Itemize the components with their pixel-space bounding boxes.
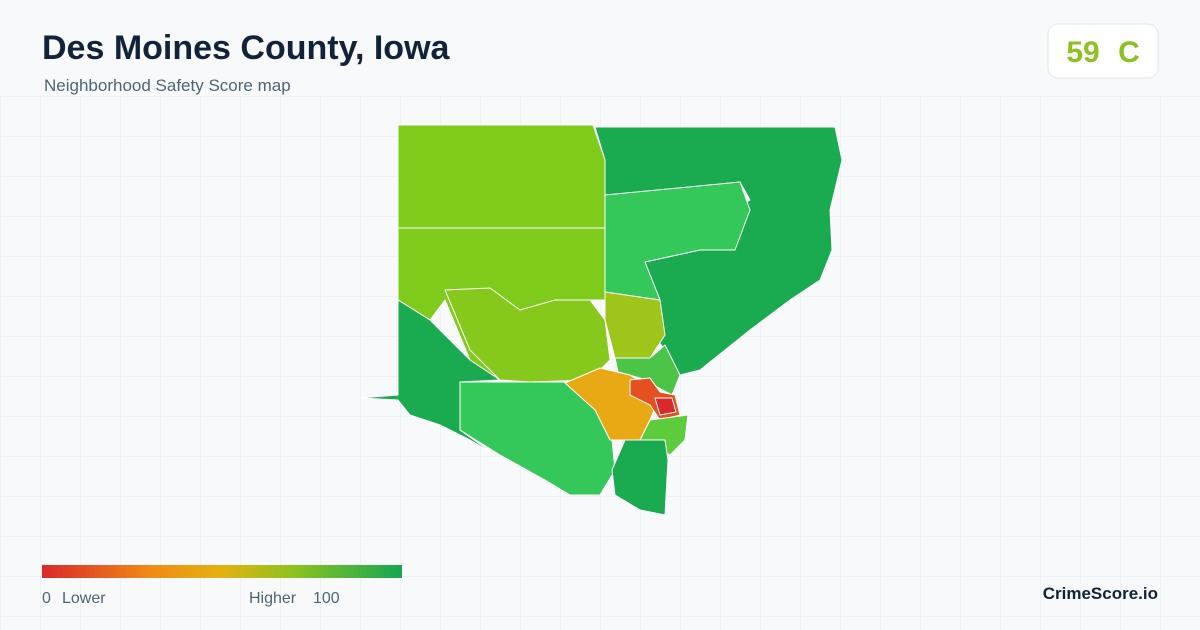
- region: [611, 439, 669, 516]
- region: [444, 287, 611, 383]
- score-grade: C: [1118, 36, 1140, 69]
- score-value: 59: [1066, 36, 1099, 69]
- region: [604, 291, 666, 359]
- region: [359, 299, 501, 456]
- title: Des Moines County, Iowa: [42, 29, 451, 67]
- legend-high-label: Higher: [249, 590, 297, 607]
- legend-min: 0: [42, 590, 51, 607]
- brand: CrimeScore.io: [1043, 584, 1158, 603]
- region: [654, 397, 677, 416]
- score-box: [1047, 23, 1159, 79]
- legend-low-label: Lower: [62, 590, 106, 607]
- subtitle: Neighborhood Safety Score map: [44, 76, 291, 95]
- county-map: [359, 124, 843, 516]
- legend-max: 100: [313, 590, 340, 607]
- region: [397, 124, 606, 229]
- legend-scale: [42, 565, 402, 578]
